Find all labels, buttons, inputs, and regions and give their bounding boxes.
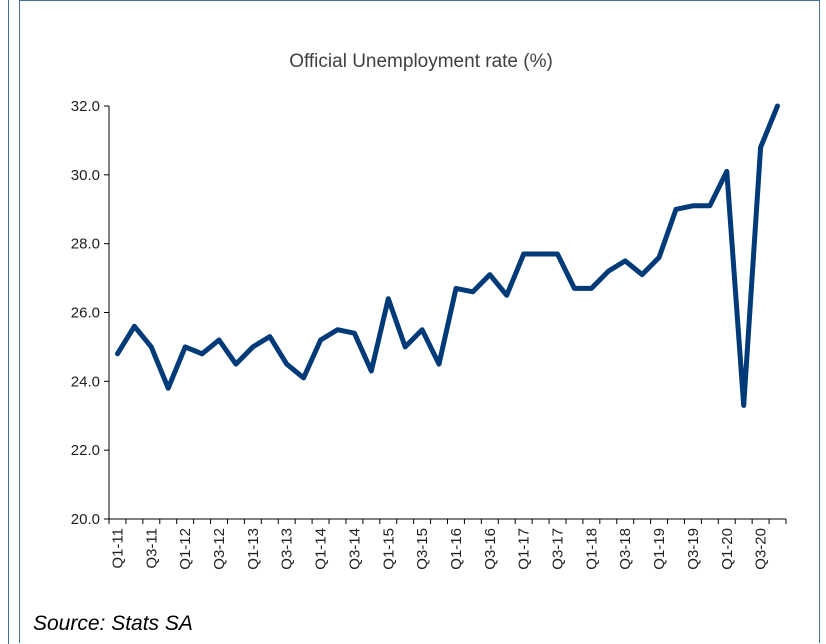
- x-tick-label: Q3-11: [143, 528, 160, 569]
- x-tick-label: Q1-13: [245, 528, 262, 570]
- series-line-0: [115, 103, 780, 408]
- y-tick-label: 22.0: [71, 442, 100, 459]
- x-tick-label: Q1-15: [380, 528, 397, 570]
- y-tick-label: 26.0: [71, 305, 100, 322]
- series-group: [115, 103, 780, 408]
- x-tick-label: Q1-16: [448, 528, 465, 570]
- y-tick-label: 24.0: [71, 373, 100, 390]
- x-tick-label: Q3-20: [753, 528, 770, 570]
- x-tick-label: Q1-20: [719, 528, 736, 570]
- x-tick-label: Q1-11: [109, 528, 126, 569]
- source-note: Source: Stats SA: [33, 612, 193, 635]
- y-tick-label: 28.0: [71, 236, 100, 253]
- x-tick-label: Q3-17: [550, 528, 567, 570]
- x-tick-label: Q1-18: [583, 528, 600, 570]
- x-tick-label: Q3-18: [617, 528, 634, 570]
- chart-title: Official Unemployment rate (%): [289, 51, 553, 72]
- y-tick-label: 30.0: [71, 167, 100, 184]
- x-tick-label: Q3-16: [482, 528, 499, 570]
- x-tick-label: Q3-19: [685, 528, 702, 570]
- left-panel-edge: [0, 0, 9, 644]
- x-axis: Q1-11 Q3-11 Q1-12 Q3-12 Q1-13 Q3-13 Q1-14 Q3-14…: [108, 518, 787, 570]
- y-tick-label: 20.0: [71, 511, 100, 528]
- x-tick-label: Q1-19: [651, 528, 668, 570]
- y-axis: 20.0 22.0 24.0 26.0 28.0 30.0 32.0: [71, 98, 110, 528]
- y-tick-label: 32.0: [71, 98, 100, 115]
- x-tick-label: Q1-17: [516, 528, 533, 570]
- x-tick-label: Q3-13: [279, 528, 296, 570]
- x-tick-label: Q3-15: [414, 528, 431, 570]
- x-tick-label: Q3-14: [346, 528, 363, 570]
- x-tick-label: Q3-12: [211, 528, 228, 570]
- chart-frame: [19, 0, 820, 643]
- x-tick-label: Q1-12: [177, 528, 194, 570]
- x-tick-label: Q1-14: [313, 528, 330, 570]
